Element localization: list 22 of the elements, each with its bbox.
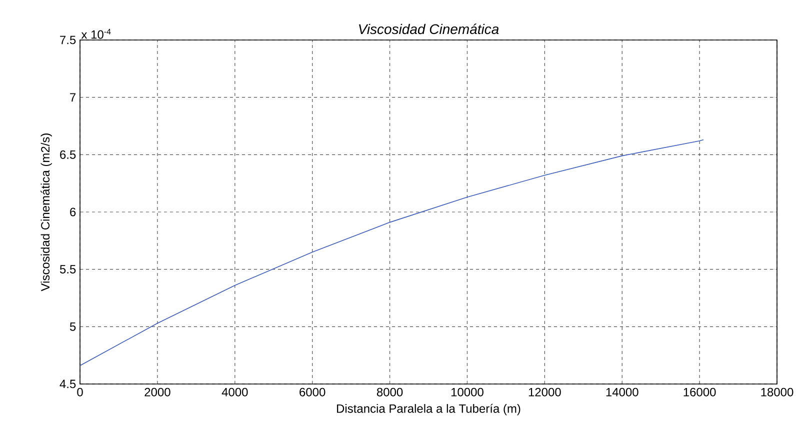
x-tick-label: 0: [77, 388, 83, 396]
x-tick-label: 18000: [761, 388, 794, 396]
y-tick-label: 5: [70, 322, 76, 331]
x-axis-title: Distancia Paralela a la Tubería (m): [337, 404, 520, 416]
y-axis-title: Viscosidad Cinemática (m2/s): [40, 134, 52, 292]
y-tick-label: 7: [70, 93, 76, 102]
x-tick-label: 6000: [300, 388, 326, 396]
y-tick-label: 5.5: [60, 265, 76, 274]
y-tick-label: 6: [70, 208, 76, 216]
y-tick-label: 6.5: [60, 150, 76, 159]
x-tick-label: 10000: [451, 388, 484, 396]
line-series: [80, 139, 704, 366]
x-tick-label: 16000: [684, 388, 716, 396]
y-tick-label: 7.5: [60, 36, 76, 44]
chart-title: Viscosidad Cinemática: [359, 24, 499, 34]
x-tick-label: 14000: [606, 388, 638, 396]
y-tick-label: 4.5: [60, 380, 76, 388]
text: x 10$^{-4}$: [81, 28, 111, 39]
x-tick-label: 8000: [376, 388, 403, 396]
x-tick-label: 4000: [222, 388, 248, 396]
x-tick-label: 2000: [144, 388, 170, 396]
x-tick-label: 12000: [528, 388, 561, 396]
